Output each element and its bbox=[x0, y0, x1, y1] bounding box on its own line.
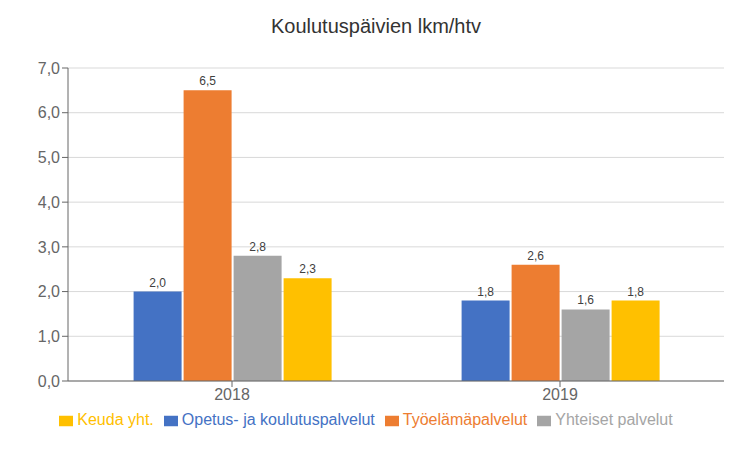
svg-text:1,6: 1,6 bbox=[577, 293, 594, 307]
svg-text:2019: 2019 bbox=[542, 386, 578, 403]
html-text:Opetus- ja koulutuspalvelut: Opetus- ja koulutuspalvelut bbox=[181, 411, 375, 428]
html-text:Työelämäpalvelut: Työelämäpalvelut bbox=[402, 411, 528, 428]
html-text:Koulutuspäivien lkm/htv: Koulutuspäivien lkm/htv bbox=[270, 15, 481, 37]
svg-text:1,8: 1,8 bbox=[477, 285, 494, 299]
html-text:Yhteiset palvelut: Yhteiset palvelut bbox=[555, 411, 673, 428]
svg-text:2,6: 2,6 bbox=[527, 249, 544, 263]
svg-text:2018: 2018 bbox=[214, 386, 250, 403]
svg-text:4,0: 4,0 bbox=[38, 194, 60, 211]
svg-text:3,0: 3,0 bbox=[38, 239, 60, 256]
svg-text:2,8: 2,8 bbox=[249, 240, 266, 254]
svg-text:1,0: 1,0 bbox=[38, 328, 60, 345]
svg-text:0,0: 0,0 bbox=[38, 373, 60, 390]
svg-text:2,0: 2,0 bbox=[149, 276, 166, 290]
html-text:Keuda yht.: Keuda yht. bbox=[77, 411, 154, 428]
svg-text:5,0: 5,0 bbox=[38, 149, 60, 166]
svg-text:6,5: 6,5 bbox=[199, 74, 216, 88]
svg-text:2,0: 2,0 bbox=[38, 283, 60, 300]
svg-text:2,3: 2,3 bbox=[299, 262, 316, 276]
svg-text:6,0: 6,0 bbox=[38, 104, 60, 121]
svg-text:7,0: 7,0 bbox=[38, 60, 60, 77]
svg-text:1,8: 1,8 bbox=[627, 285, 644, 299]
